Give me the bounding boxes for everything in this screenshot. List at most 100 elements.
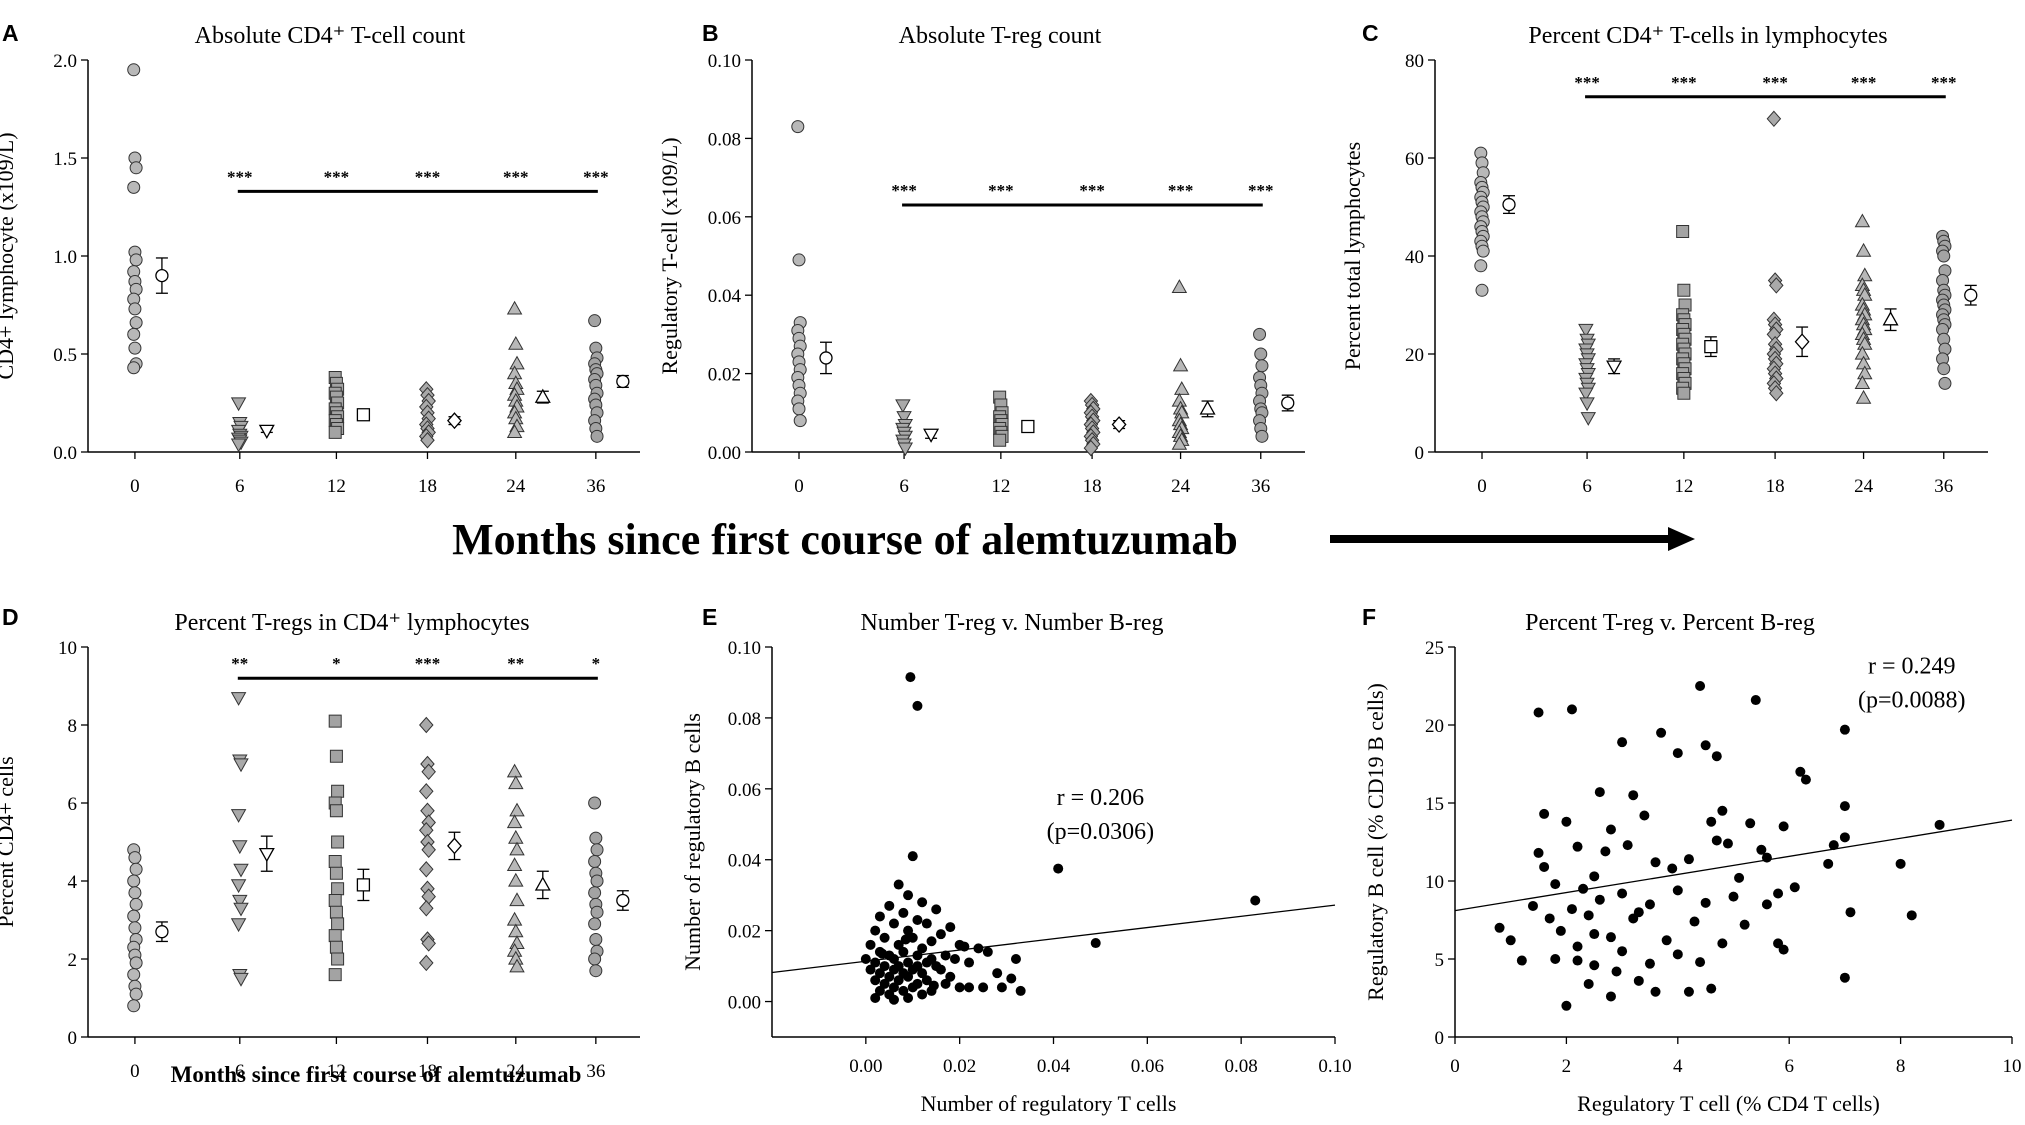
- data-point: [907, 851, 918, 862]
- data-point: [1706, 816, 1717, 827]
- data-point: [912, 950, 923, 961]
- data-point: [128, 886, 142, 900]
- data-point: [1906, 910, 1917, 921]
- panel-title: Percent CD4⁺ T-cells in lymphocytes: [1528, 23, 1887, 49]
- panel-title: Percent T-regs in CD4⁺ lymphocytes: [174, 610, 529, 636]
- x-tick-label: 6: [1784, 1056, 1794, 1077]
- y-tick-label: 0.08: [728, 709, 761, 730]
- y-tick-label: 0.0: [53, 443, 77, 464]
- data-point: [419, 900, 434, 917]
- data-point: [1734, 872, 1745, 883]
- data-point: [230, 397, 247, 412]
- x-tick-label: 36: [1251, 476, 1270, 497]
- data-point: [1795, 766, 1806, 777]
- correlation-p: (p=0.0306): [1047, 819, 1155, 845]
- data-point: [420, 431, 435, 449]
- data-point: [1839, 801, 1850, 812]
- correlation-r: r = 0.249: [1868, 654, 1956, 680]
- data-point: [1015, 985, 1026, 996]
- mean-marker: [1021, 419, 1035, 434]
- data-point: [328, 855, 342, 868]
- data-point: [1855, 389, 1872, 404]
- y-tick-label: 0.02: [728, 922, 761, 943]
- x-axis-label: Months since first course of alemtuzumab: [171, 1062, 582, 1087]
- y-tick-label: 20: [1405, 345, 1424, 366]
- data-point: [233, 972, 249, 987]
- data-point: [127, 874, 141, 888]
- y-tick-label: 15: [1425, 794, 1444, 815]
- data-point: [127, 999, 141, 1013]
- data-point: [1589, 871, 1600, 882]
- data-point: [1700, 740, 1711, 751]
- data-point: [1683, 986, 1694, 997]
- data-point: [964, 982, 975, 993]
- data-point: [874, 968, 885, 979]
- data-point: [329, 940, 343, 954]
- data-point: [1766, 110, 1782, 128]
- data-point: [329, 749, 343, 763]
- data-point: [127, 292, 141, 306]
- y-tick-label: 10: [58, 638, 77, 659]
- x-axis-label: Regulatory T cell (% CD4 T cells): [1577, 1091, 1880, 1116]
- data-point: [792, 402, 806, 416]
- data-point: [1253, 327, 1267, 341]
- data-point: [1578, 387, 1594, 402]
- data-point: [1561, 816, 1572, 827]
- data-point: [1633, 975, 1644, 986]
- mean-marker: [447, 837, 462, 855]
- panel-title: Percent T-reg v. Percent B-reg: [1525, 610, 1815, 636]
- y-tick-label: 1.5: [53, 149, 77, 170]
- data-point: [589, 933, 603, 946]
- data-point: [1778, 821, 1789, 832]
- data-point: [129, 987, 143, 1001]
- panel-letter: E: [702, 604, 717, 630]
- data-point: [230, 918, 247, 933]
- data-point: [506, 763, 523, 778]
- data-point: [331, 917, 345, 931]
- significance-label: ***: [1851, 73, 1877, 92]
- data-point: [1773, 888, 1784, 899]
- data-point: [127, 909, 141, 923]
- data-point: [907, 964, 918, 975]
- data-point: [898, 946, 909, 957]
- data-point: [331, 784, 345, 798]
- data-point: [331, 952, 345, 966]
- y-axis-label: Regulatory T-cell (x109/L): [657, 137, 682, 374]
- correlation-p: (p=0.0088): [1858, 688, 1966, 714]
- data-point: [900, 934, 911, 945]
- data-point: [860, 954, 871, 964]
- data-point: [328, 894, 342, 907]
- data-point: [128, 151, 142, 165]
- significance-label: ***: [1671, 73, 1697, 92]
- mean-marker: [819, 351, 833, 365]
- mean-marker: [1281, 396, 1295, 410]
- data-point: [1533, 847, 1544, 858]
- data-point: [949, 954, 960, 964]
- data-point: [1855, 242, 1872, 257]
- panel-title: Absolute T-reg count: [899, 23, 1102, 49]
- x-tick-label: 12: [327, 1061, 346, 1082]
- data-point: [954, 982, 965, 993]
- data-point: [870, 925, 881, 936]
- significance-label: ***: [1762, 73, 1788, 92]
- data-point: [879, 978, 890, 989]
- data-point: [874, 911, 885, 922]
- significance-label: ***: [1168, 181, 1194, 200]
- data-point: [1857, 365, 1873, 380]
- data-point: [888, 994, 899, 1005]
- data-point: [917, 897, 928, 908]
- data-point: [1667, 863, 1678, 874]
- data-point: [870, 993, 881, 1003]
- data-point: [1550, 879, 1561, 890]
- y-tick-label: 60: [1405, 149, 1424, 170]
- data-point: [129, 161, 143, 175]
- data-point: [230, 809, 247, 823]
- data-point: [127, 180, 141, 194]
- x-tick-label: 36: [1934, 476, 1953, 497]
- significance-label: ***: [324, 167, 350, 186]
- panel-letter: C: [1362, 20, 1379, 46]
- data-point: [1617, 946, 1628, 957]
- y-tick-label: 6: [68, 794, 78, 815]
- data-point: [1550, 954, 1561, 964]
- data-point: [1717, 805, 1728, 816]
